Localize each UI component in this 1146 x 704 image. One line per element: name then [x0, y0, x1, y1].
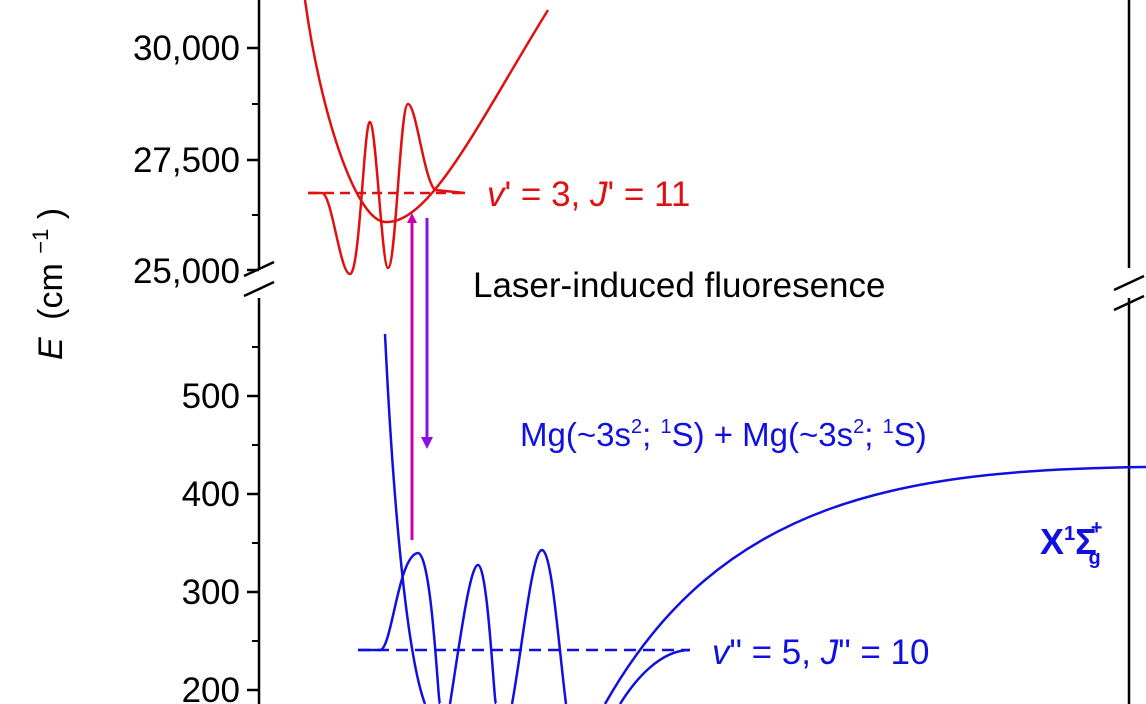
transition-label: Laser-induced fluoresence	[473, 266, 885, 305]
lower-potential-curve	[383, 333, 1146, 704]
upper-wavefunction	[308, 102, 466, 276]
y-axis-title: E (cm −1 )	[18, 208, 70, 360]
upper-state	[303, 0, 550, 276]
tick-label-27500: 27,500	[133, 141, 240, 180]
tick-label-400: 400	[182, 475, 240, 514]
tick-label-25000: 25,000	[133, 252, 240, 291]
lower-wavefunction	[358, 548, 691, 704]
state-label: X1Σ+ g	[1040, 517, 1102, 569]
axis-break-left-2	[243, 280, 275, 298]
upper-level-label: v' = 3, J' = 11	[487, 175, 690, 214]
tick-label-200: 200	[182, 671, 240, 704]
y-axis-left	[243, 0, 275, 704]
lower-state	[358, 333, 1146, 704]
tick-label-300: 300	[182, 573, 240, 612]
upper-potential-curve	[303, 0, 550, 224]
y-major-ticks	[247, 46, 259, 692]
tick-label-30000: 30,000	[133, 29, 240, 68]
y-tick-labels: 30,000 27,500 25,000 500 400 300 200	[133, 29, 240, 704]
y-minor-ticks	[252, 103, 259, 642]
asymptote-label: Mg(~3s2; 1S) + Mg(~3s2; 1S)	[520, 416, 927, 453]
lower-level-label: v" = 5, J" = 10	[712, 633, 929, 672]
axis-break-right-1	[1113, 274, 1145, 292]
y-axis-right	[1113, 0, 1145, 704]
tick-label-500: 500	[182, 377, 240, 416]
axis-break-right-2	[1113, 294, 1145, 312]
